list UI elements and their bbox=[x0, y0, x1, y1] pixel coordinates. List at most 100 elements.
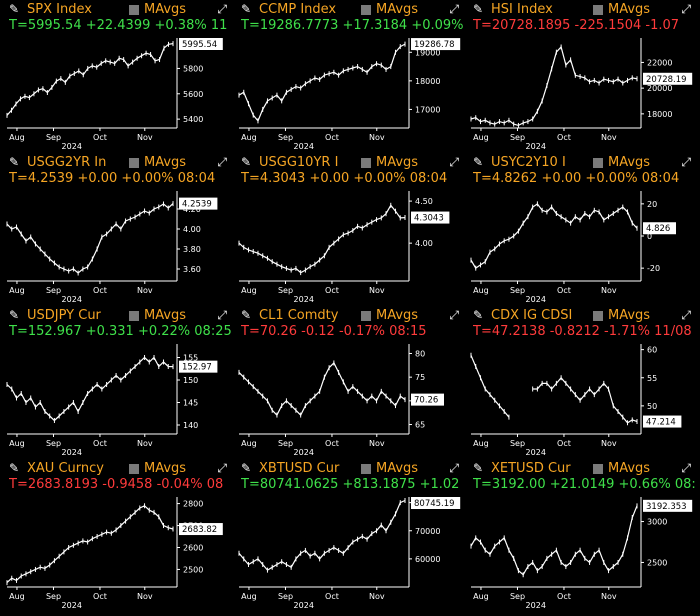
y-tick-label: 140 bbox=[183, 421, 198, 430]
security-title: USDJPY Cur bbox=[27, 308, 101, 323]
mavgs-label[interactable]: MAvgs bbox=[376, 461, 419, 476]
mavgs-label[interactable]: MAvgs bbox=[376, 308, 419, 323]
x-tick-label: Oct bbox=[325, 439, 339, 448]
price-series-line bbox=[470, 45, 638, 127]
pencil-icon[interactable]: ✎ bbox=[9, 461, 20, 475]
y-tick-label: 60000 bbox=[415, 555, 440, 564]
x-tick-label: Aug bbox=[473, 133, 489, 142]
expand-icon[interactable]: ⤢ bbox=[681, 308, 691, 322]
quote-line: T=80741.0625 +813.1875 +1.02 bbox=[241, 477, 460, 492]
mavgs-label[interactable]: MAvgs bbox=[608, 308, 651, 323]
security-title: SPX Index bbox=[27, 2, 92, 17]
price-series-line bbox=[470, 203, 638, 269]
expand-icon[interactable]: ⤢ bbox=[217, 461, 227, 475]
y-tick-label: 65 bbox=[415, 421, 425, 430]
security-title: XBTUSD Cur bbox=[259, 461, 340, 476]
security-title: USGG2YR In bbox=[27, 155, 107, 170]
expand-icon[interactable]: ⤢ bbox=[681, 155, 691, 169]
mavgs-label[interactable]: MAvgs bbox=[608, 461, 651, 476]
pencil-icon[interactable]: ✎ bbox=[473, 155, 484, 169]
mavgs-label[interactable]: MAvgs bbox=[144, 2, 187, 17]
y-tick-label: 70000 bbox=[415, 527, 440, 536]
expand-icon[interactable]: ⤢ bbox=[217, 2, 227, 16]
x-tick-label: Sep bbox=[510, 439, 525, 448]
pencil-icon[interactable]: ✎ bbox=[473, 308, 484, 322]
mavgs-label[interactable]: MAvgs bbox=[376, 155, 419, 170]
mavgs-checkbox[interactable] bbox=[129, 5, 139, 15]
mavgs-label[interactable]: MAvgs bbox=[144, 155, 187, 170]
mavgs-label[interactable]: MAvgs bbox=[144, 461, 187, 476]
mavgs-checkbox[interactable] bbox=[593, 464, 603, 474]
pencil-icon[interactable]: ✎ bbox=[9, 2, 20, 16]
security-title: CL1 Comdty bbox=[259, 308, 339, 323]
y-tick-label: 4.00 bbox=[415, 239, 433, 248]
x-tick-label: Aug bbox=[9, 286, 25, 295]
expand-icon[interactable]: ⤢ bbox=[449, 2, 459, 16]
y-tick-label: 3000 bbox=[647, 518, 667, 527]
mavgs-label[interactable]: MAvgs bbox=[376, 2, 419, 17]
last-value-box bbox=[643, 72, 693, 85]
expand-icon[interactable]: ⤢ bbox=[217, 308, 227, 322]
x-tick-label: Oct bbox=[325, 133, 339, 142]
y-tick-label: 150 bbox=[183, 376, 198, 385]
y-tick-label: 5800 bbox=[183, 64, 203, 73]
mavgs-checkbox[interactable] bbox=[593, 311, 603, 321]
chart-panel: ✎ USGG2YR In MAvgs ⤢ T=4.2539 +0.00 +0.00% 0… bbox=[3, 153, 233, 303]
x-tick-label: Aug bbox=[9, 133, 25, 142]
mavgs-checkbox[interactable] bbox=[361, 5, 371, 15]
expand-icon[interactable]: ⤢ bbox=[449, 308, 459, 322]
x-tick-label: Nov bbox=[601, 439, 617, 448]
security-title: XAU Curncy bbox=[27, 461, 104, 476]
x-tick-label: Oct bbox=[557, 439, 571, 448]
x-year-label: 2024 bbox=[526, 448, 546, 456]
panel-header: ✎ CCMP Index MAvgs ⤢ bbox=[235, 2, 465, 18]
y-tick-label: 155 bbox=[183, 354, 198, 363]
mavgs-checkbox[interactable] bbox=[361, 311, 371, 321]
pencil-icon[interactable]: ✎ bbox=[241, 461, 252, 475]
quote-line: T=47.2138 -0.8212 -1.71% 11/08 bbox=[473, 324, 692, 339]
price-chart: 140 145 150 155 Aug Sep Oct Nov 2024 152.97 bbox=[6, 344, 218, 456]
chart-panel: ✎ HSI Index MAvgs ⤢ T=20728.1895 -225.1504 -… bbox=[467, 0, 697, 150]
pencil-icon[interactable]: ✎ bbox=[9, 155, 20, 169]
x-year-label: 2024 bbox=[62, 448, 82, 456]
mavgs-label[interactable]: MAvgs bbox=[608, 2, 651, 17]
pencil-icon[interactable]: ✎ bbox=[473, 461, 484, 475]
security-title: HSI Index bbox=[491, 2, 553, 17]
mavgs-checkbox[interactable] bbox=[593, 5, 603, 15]
last-value-label: 4.2539 bbox=[182, 200, 212, 210]
price-series-line bbox=[6, 505, 174, 584]
mavgs-checkbox[interactable] bbox=[129, 158, 139, 168]
expand-icon[interactable]: ⤢ bbox=[449, 155, 459, 169]
expand-icon[interactable]: ⤢ bbox=[217, 155, 227, 169]
mavgs-label[interactable]: MAvgs bbox=[608, 155, 651, 170]
mavgs-label[interactable]: MAvgs bbox=[144, 308, 187, 323]
last-value-label: 19286.78 bbox=[414, 40, 455, 50]
y-tick-label: 3.60 bbox=[183, 265, 201, 274]
expand-icon[interactable]: ⤢ bbox=[681, 461, 691, 475]
pencil-icon[interactable]: ✎ bbox=[241, 155, 252, 169]
pencil-icon[interactable]: ✎ bbox=[473, 2, 484, 16]
pencil-icon[interactable]: ✎ bbox=[241, 308, 252, 322]
chart-panel: ✎ XAU Curncy MAvgs ⤢ T=2683.8193 -0.9458 -0.… bbox=[3, 459, 233, 609]
expand-icon[interactable]: ⤢ bbox=[681, 2, 691, 16]
expand-icon[interactable]: ⤢ bbox=[449, 461, 459, 475]
chart-panel: ✎ USYC2Y10 I MAvgs ⤢ T=4.8262 +0.00 +0.00% 0… bbox=[467, 153, 697, 303]
chart-panel: ✎ CL1 Comdty MAvgs ⤢ T=70.26 -0.12 -0.17% 08… bbox=[235, 306, 465, 456]
x-tick-label: Sep bbox=[510, 592, 525, 601]
x-year-label: 2024 bbox=[294, 142, 314, 150]
pencil-icon[interactable]: ✎ bbox=[241, 2, 252, 16]
mavgs-checkbox[interactable] bbox=[129, 464, 139, 474]
chart-panel: ✎ CCMP Index MAvgs ⤢ T=19286.7773 +17.3184 +… bbox=[235, 0, 465, 150]
x-tick-label: Oct bbox=[325, 592, 339, 601]
mavgs-checkbox[interactable] bbox=[593, 158, 603, 168]
pencil-icon[interactable]: ✎ bbox=[9, 308, 20, 322]
mavgs-checkbox[interactable] bbox=[361, 464, 371, 474]
x-tick-label: Nov bbox=[369, 133, 385, 142]
mavgs-checkbox[interactable] bbox=[361, 158, 371, 168]
y-tick-label: 75 bbox=[415, 373, 425, 382]
x-tick-label: Sep bbox=[46, 286, 61, 295]
security-title: CDX IG CDSI bbox=[491, 308, 573, 323]
last-value-box bbox=[411, 211, 450, 224]
mavgs-checkbox[interactable] bbox=[129, 311, 139, 321]
y-tick-label: 2800 bbox=[183, 500, 203, 509]
